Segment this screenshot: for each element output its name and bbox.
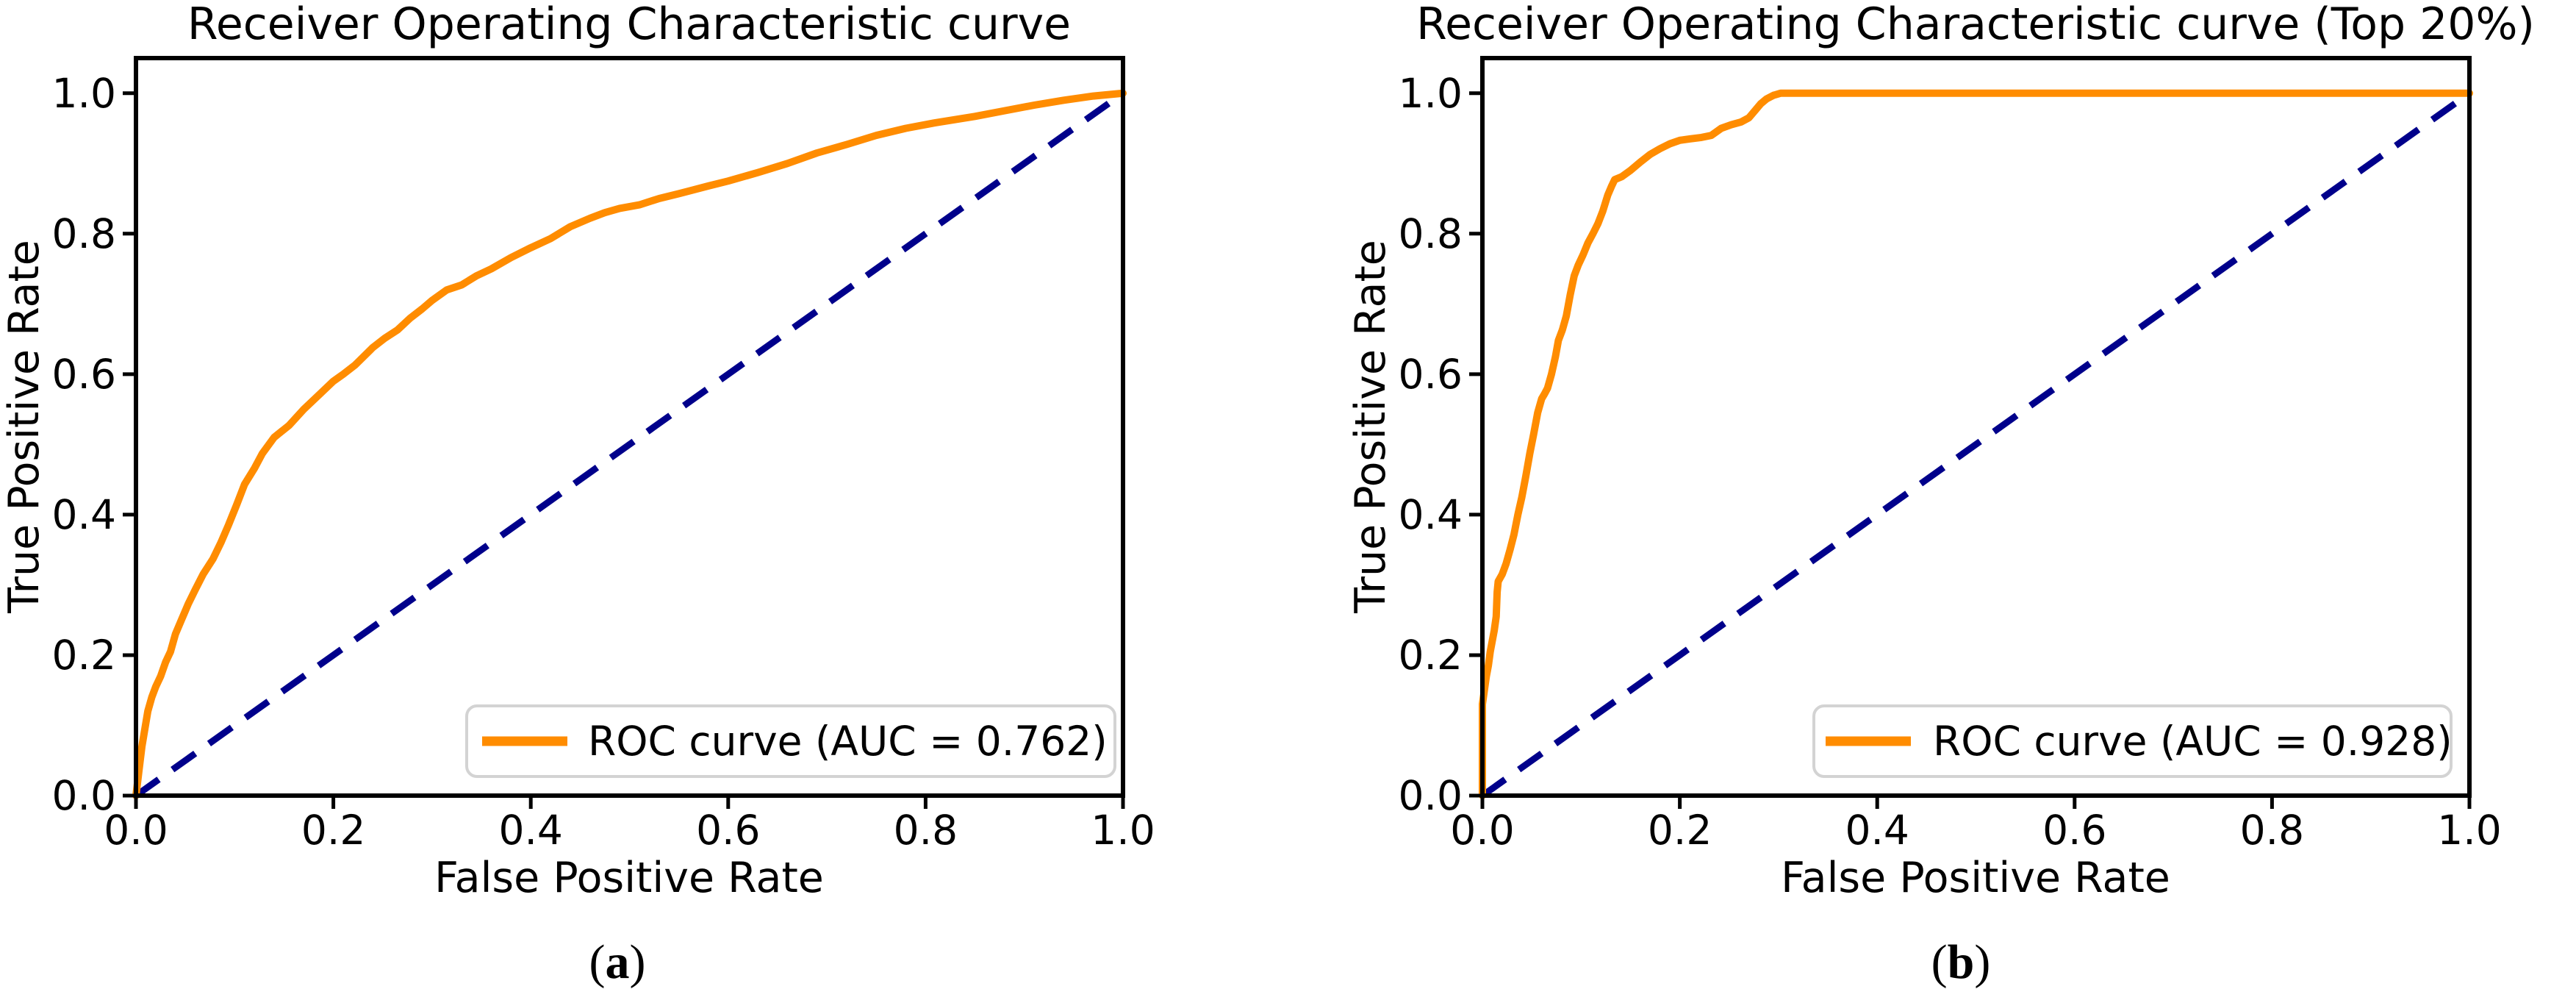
roc-curve-line [132, 89, 1127, 799]
y-tick-label: 0.0 [52, 772, 116, 819]
plot-area-a: 0.0 0.2 0.4 0.6 0.8 1.0 0.0 0.2 0.4 0.6 0.8 1.0 [52, 56, 1155, 854]
x-tick-label: 0.8 [2240, 807, 2304, 854]
roc-panel-b: 0.0 0.2 0.4 0.6 0.8 1.0 0.0 0.2 0.4 0.6 0.8 1.0 Rec… [1346, 0, 2535, 989]
chart-b-x-axis-label: False Positive Rate [1781, 854, 2170, 902]
x-tick-label: 0.2 [1648, 807, 1712, 854]
legend-label: ROC curve (AUC = 0.762) [588, 718, 1108, 765]
chart-b-y-axis-label: True Positive Rate [1346, 240, 1395, 614]
x-tick-label: 0.0 [1450, 807, 1514, 854]
chart-b-title: Receiver Operating Characteristic curve … [1416, 0, 2535, 50]
roc-curve-line [1479, 89, 2473, 799]
plot-area-b: 0.0 0.2 0.4 0.6 0.8 1.0 0.0 0.2 0.4 0.6 0.8 1.0 [1399, 56, 2502, 854]
chart-a-title: Receiver Operating Characteristic curve [187, 0, 1071, 50]
y-tick-label: 0.2 [52, 632, 116, 679]
chart-b-legend: ROC curve (AUC = 0.928) [1812, 704, 2453, 778]
axes-spines [134, 56, 1125, 798]
y-tick-label: 0.6 [1399, 351, 1463, 398]
caption-a: (a) [589, 935, 646, 989]
chance-diagonal-line [1480, 90, 2472, 799]
x-tick-label: 0.0 [104, 807, 168, 854]
chart-a-y-axis-label: True Positive Rate [0, 240, 49, 614]
y-tick-label: 0.6 [52, 351, 116, 398]
chart-a-legend: ROC curve (AUC = 0.762) [465, 704, 1116, 778]
x-tick-label: 0.2 [301, 807, 365, 854]
x-tick-label: 0.6 [2042, 807, 2106, 854]
x-tick-label: 0.4 [1845, 807, 1909, 854]
chart-a-x-axis-label: False Positive Rate [434, 854, 824, 902]
y-tick-label: 0.4 [1399, 491, 1463, 538]
y-tick-label: 0.4 [52, 491, 116, 538]
y-tick-label: 1.0 [1399, 70, 1463, 117]
x-tick-label: 1.0 [2437, 807, 2501, 854]
y-tick-label: 0.2 [1399, 632, 1463, 679]
x-tick-label: 0.6 [696, 807, 760, 854]
axes-spines [1480, 56, 2472, 798]
legend-label: ROC curve (AUC = 0.928) [1933, 718, 2453, 765]
y-tick-label: 1.0 [52, 70, 116, 117]
legend-box [465, 704, 1116, 778]
caption-b: (b) [1931, 935, 1991, 989]
y-tick-label: 0.0 [1399, 772, 1463, 819]
legend-box [1812, 704, 2453, 778]
chance-diagonal-line [134, 90, 1125, 799]
x-tick-label: 0.8 [894, 807, 958, 854]
y-tick-label: 0.8 [1399, 210, 1463, 257]
x-tick-label: 1.0 [1091, 807, 1155, 854]
x-tick-label: 0.4 [498, 807, 562, 854]
roc-panel-a: 0.0 0.2 0.4 0.6 0.8 1.0 0.0 0.2 0.4 0.6 0.8 1.0 Rec… [0, 0, 1155, 989]
y-tick-label: 0.8 [52, 210, 116, 257]
